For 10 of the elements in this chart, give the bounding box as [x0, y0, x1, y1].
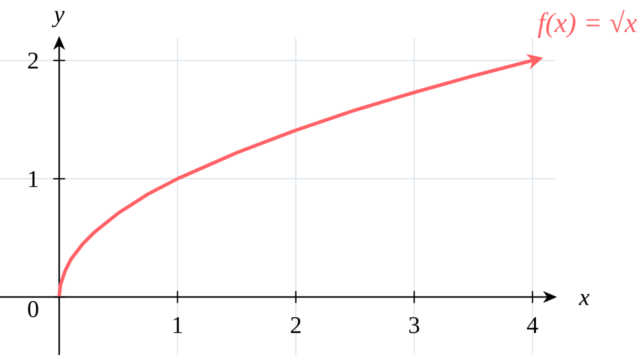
x-tick-label: 4	[526, 313, 539, 340]
x-tick-label: 3	[408, 313, 420, 340]
series-label: f(x) = √x	[537, 8, 638, 39]
y-tick-label: 2	[27, 48, 40, 74]
y-tick-label: 0	[27, 297, 40, 324]
x-tick-label: 2	[290, 313, 302, 340]
y-tick-label: 1	[27, 166, 40, 193]
x-axis-title: x	[578, 285, 590, 312]
y-axis-title: y	[52, 2, 65, 28]
x-tick-label: 1	[172, 313, 184, 340]
